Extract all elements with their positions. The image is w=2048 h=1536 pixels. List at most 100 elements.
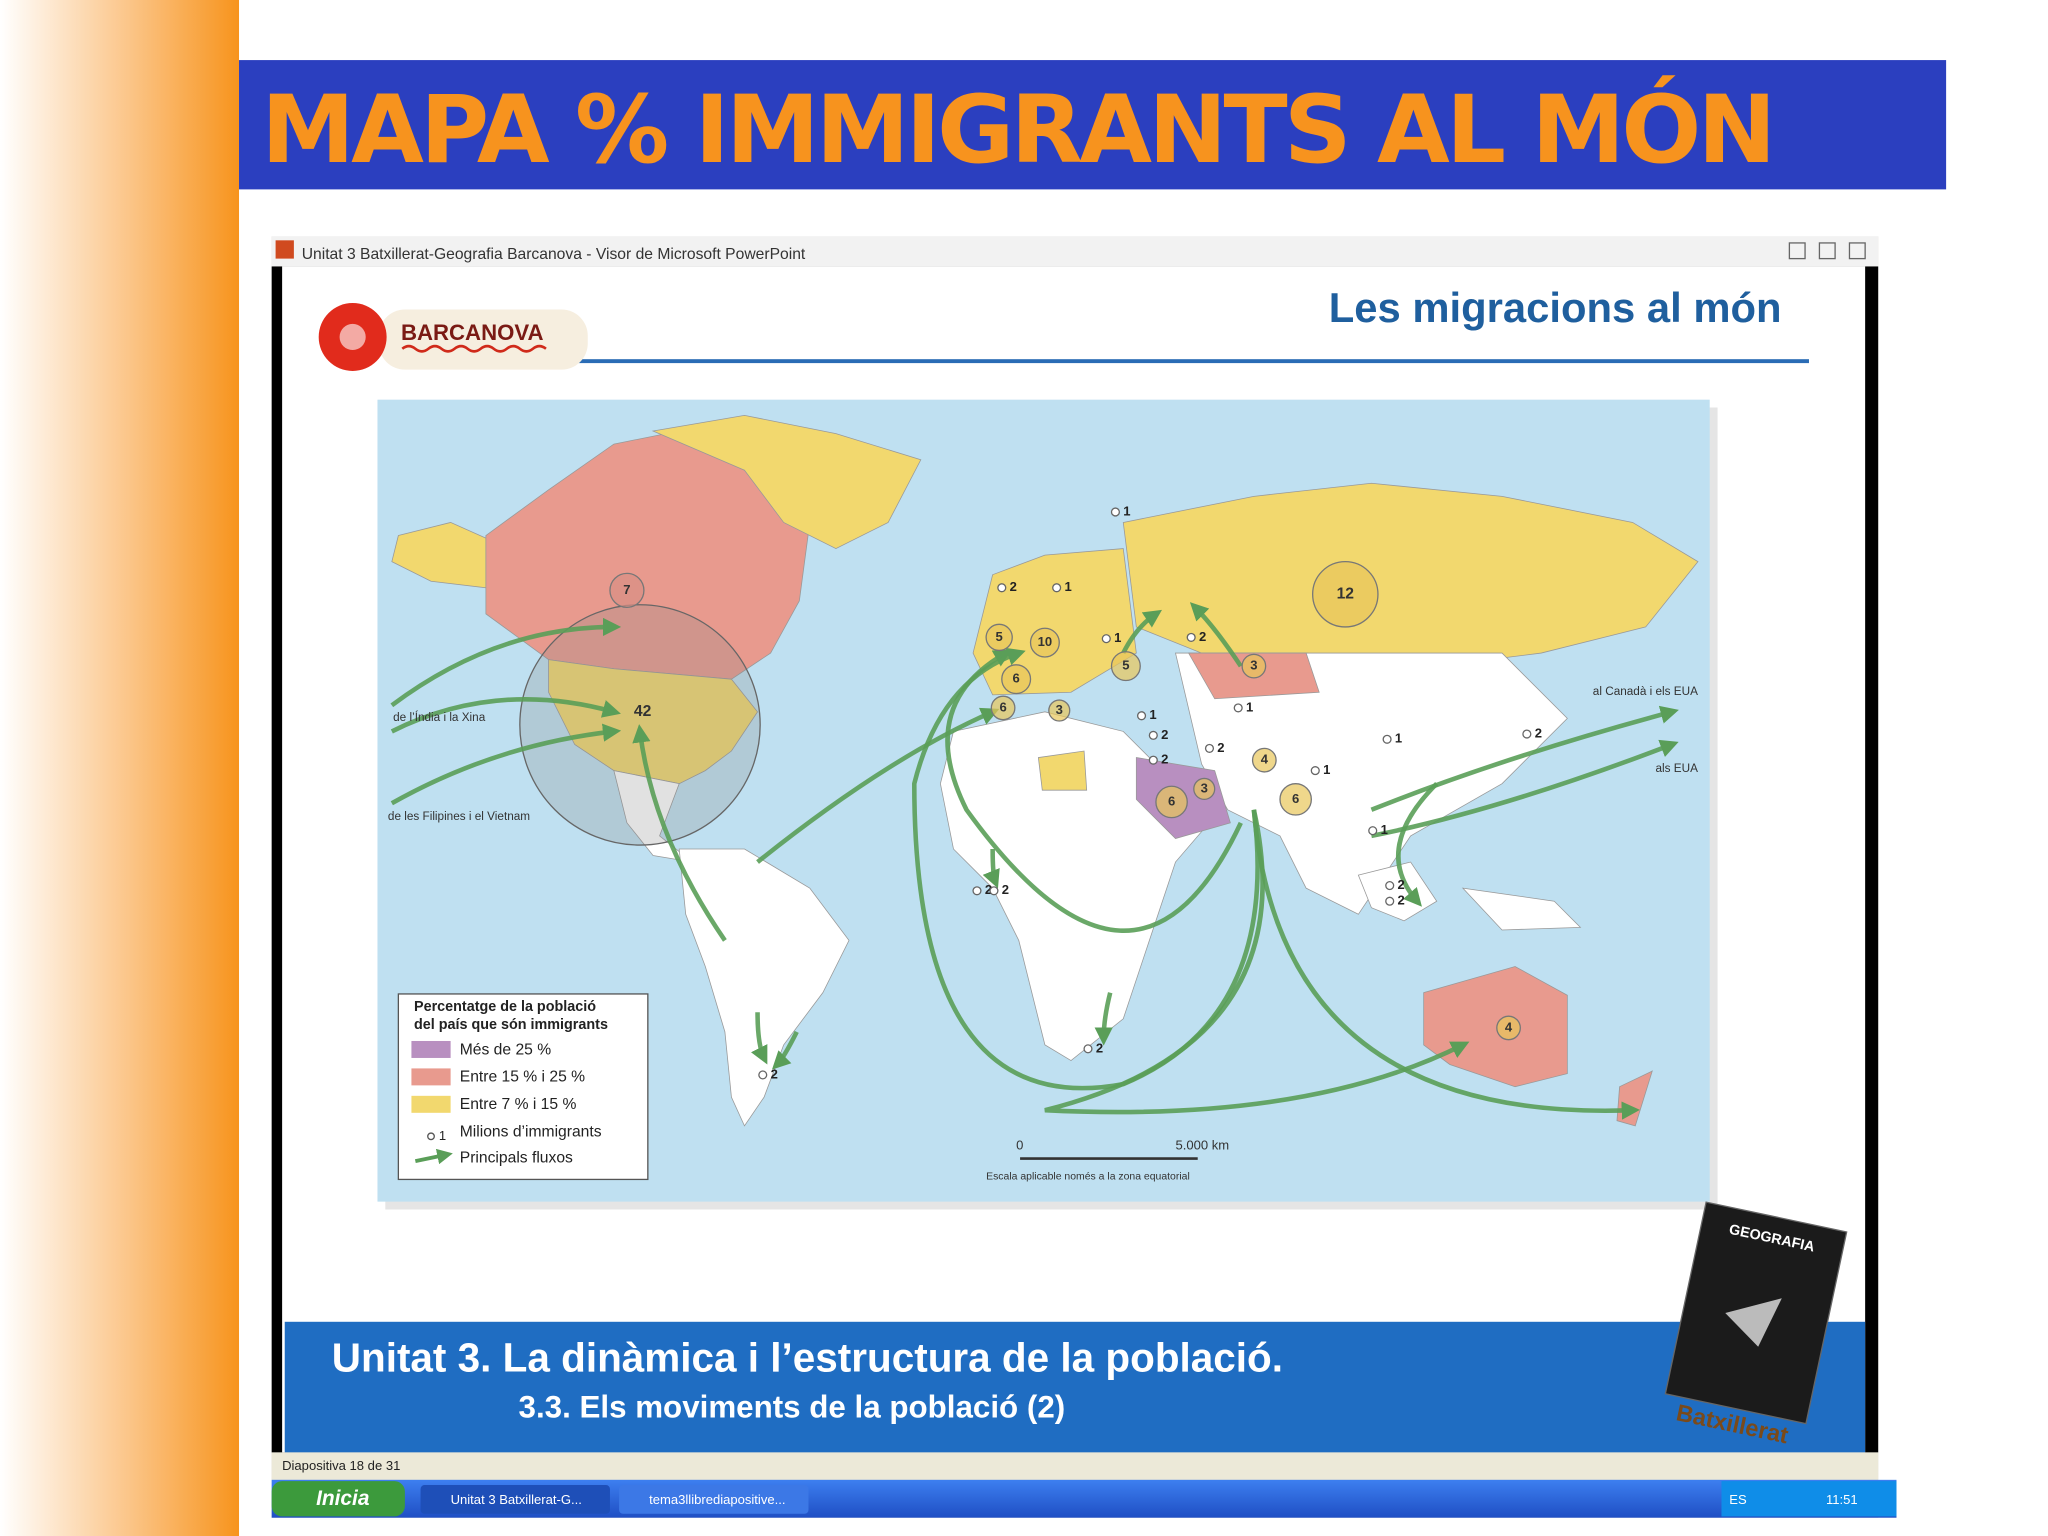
count-label: 1 [1064, 579, 1071, 594]
count-label: 2 [1161, 727, 1168, 742]
bubble-label: 3 [1056, 702, 1063, 717]
content: MAPA % IMMIGRANTS AL MÓN Unitat 3 Batxil… [0, 0, 1947, 1536]
legend-item: Principals fluxos [460, 1150, 573, 1167]
start-label: Inicia [316, 1487, 369, 1510]
flow-arrow [911, 647, 1260, 1091]
logo-back [378, 309, 588, 370]
task-button[interactable] [420, 1485, 610, 1514]
legend-item: Milions d’immigrants [460, 1124, 602, 1141]
close-button[interactable] [1848, 242, 1866, 260]
flow-arrow [756, 707, 1000, 864]
window-title: Unitat 3 Batxillerat-Geografia Barcanova… [302, 246, 806, 263]
bubble [1241, 653, 1267, 679]
flow-arrow [1396, 782, 1439, 907]
count-dot [1083, 1044, 1093, 1054]
flows [390, 602, 1679, 1120]
count-dot [1110, 507, 1120, 517]
bubble [985, 623, 1013, 652]
flow-arrow [1044, 809, 1470, 1115]
bubble-label: 42 [634, 703, 652, 720]
legend-item: Entre 15 % i 25 % [460, 1069, 585, 1086]
count-label: 1 [1246, 699, 1253, 714]
count-label: 2 [1161, 752, 1168, 767]
count-dot [1368, 826, 1378, 836]
flow-arrow [771, 1030, 799, 1070]
flow-arrow [1370, 705, 1679, 812]
count-dot [972, 886, 982, 896]
scale-note: Escala aplicable només a la zona equator… [986, 1171, 1190, 1182]
count-dot [758, 1070, 768, 1080]
bubble [1155, 785, 1188, 819]
flow-arrow [945, 649, 1243, 933]
bubble-label: 7 [623, 582, 630, 597]
count-label: 1 [1123, 503, 1130, 518]
count-label: 2 [1535, 725, 1542, 740]
bubble [609, 572, 645, 608]
tray [1721, 1481, 1897, 1517]
bubble [990, 695, 1016, 721]
count-label: 2 [1010, 579, 1017, 594]
count-dot [1233, 703, 1243, 713]
start-button[interactable] [271, 1481, 405, 1517]
side-strip [0, 0, 240, 1536]
count-dot [989, 886, 999, 896]
bubble [1110, 651, 1141, 682]
bubble-label: 3 [1201, 780, 1208, 795]
country-shape [548, 659, 759, 785]
legend-swatch [411, 1068, 451, 1086]
band-subtitle: 3.3. Els moviments de la població (2) [519, 1390, 1066, 1425]
legend-title: Percentatge de la població [414, 999, 596, 1015]
count-label: 2 [985, 882, 992, 897]
bubble [1496, 1015, 1521, 1041]
task-button[interactable] [619, 1485, 809, 1514]
count-label: 1 [1114, 630, 1121, 645]
heading-rule [577, 359, 1809, 364]
count-label: 1 [1323, 762, 1330, 777]
bubble-label: 6 [1168, 793, 1175, 808]
flow-arrow [1121, 609, 1163, 655]
flow-arrow [632, 724, 727, 942]
tray-clock: 11:51 [1826, 1492, 1858, 1507]
flow-label: de les Filipines i el Vietnam [388, 810, 530, 823]
country-shape [678, 848, 850, 1127]
count-dot [1052, 583, 1062, 593]
count-dot [1186, 632, 1196, 642]
count-dot [1204, 743, 1215, 753]
inner-heading: Les migracions al món [1329, 284, 1782, 331]
restore-button[interactable] [1818, 242, 1836, 260]
legend-arrow [414, 1148, 453, 1165]
flow-arrow [390, 617, 622, 708]
count-dot [1136, 711, 1147, 721]
legend-item: Més de 25 % [460, 1041, 551, 1058]
bubble [1001, 664, 1032, 695]
legend-title: del país que són immigrants [414, 1017, 608, 1033]
legend-swatch [411, 1095, 451, 1113]
legend-sample: 1 [439, 1128, 446, 1143]
country-shape [1037, 750, 1088, 791]
bubble-label: 5 [1122, 658, 1129, 673]
bubble [1251, 747, 1277, 773]
minimize-button[interactable] [1788, 242, 1806, 260]
count-dot [1148, 755, 1158, 765]
window-titlebar [271, 236, 1879, 267]
flow-arrow [750, 1012, 768, 1065]
scale-start: 0 [1016, 1137, 1023, 1152]
bubble-label: 6 [1292, 791, 1299, 806]
tray-lang: ES [1729, 1492, 1747, 1507]
count-label: 2 [771, 1066, 778, 1081]
count-dot [1101, 634, 1111, 644]
count-dot [1310, 766, 1320, 776]
legend-item: Entre 7 % i 15 % [460, 1096, 577, 1113]
bubble [1048, 699, 1071, 722]
slide-title: MAPA % IMMIGRANTS AL MÓN [261, 74, 1776, 185]
logo-wave [401, 344, 547, 353]
bubble [1193, 777, 1216, 800]
book: GEOGRAFIA Batxillerat [1664, 1201, 1848, 1448]
bubble-label: 5 [996, 629, 1003, 644]
flow-arrow [1189, 602, 1243, 668]
bubble [1279, 783, 1312, 816]
band [284, 1321, 1866, 1453]
flow-label: al Canadà i els EUA [1593, 685, 1698, 698]
